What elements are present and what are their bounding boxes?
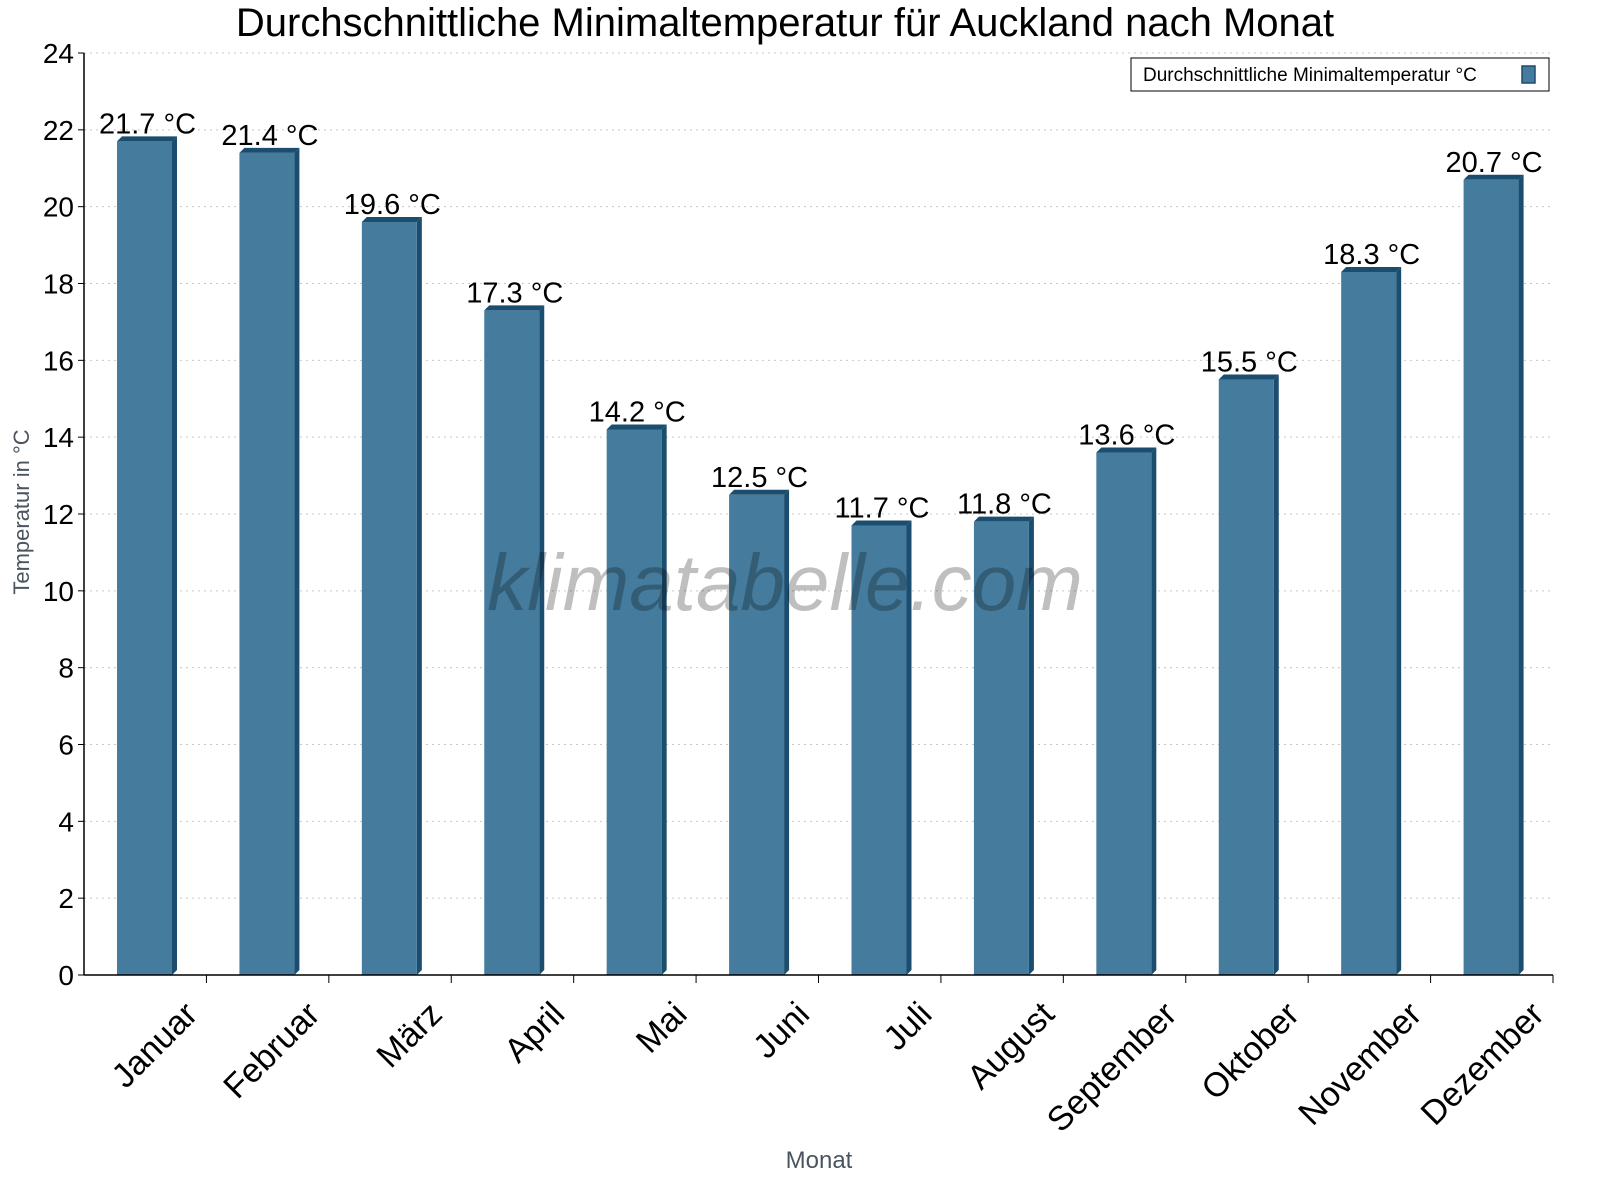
bar [606, 429, 662, 975]
bar-side [1273, 374, 1279, 976]
bar [1341, 271, 1397, 976]
bar-juli [851, 520, 912, 975]
x-tick-label: Januar [105, 995, 205, 1095]
y-tick-label: 20 [43, 192, 74, 223]
watermark: klimatabelle.com [487, 538, 1083, 627]
bar-februar [239, 147, 300, 976]
bar-top [117, 136, 177, 142]
bar-side [1396, 266, 1402, 976]
bar-juni [729, 489, 790, 975]
bars [117, 136, 1524, 976]
x-tick-label: Juni [746, 995, 817, 1066]
bar-top [973, 516, 1034, 522]
x-tick-label: März [369, 995, 449, 1075]
bar-top [729, 489, 790, 495]
bar-top [1096, 447, 1157, 453]
data-label: 13.6 °C [1078, 420, 1175, 452]
bar [1218, 379, 1274, 976]
data-labels: 21.7 °C 21.4 °C 19.6 °C 17.3 °C 14.2 °C 12.5 … [99, 108, 1543, 524]
y-tick-label: 18 [43, 269, 74, 300]
bar-side [661, 424, 667, 975]
grid-lines [84, 52, 1553, 899]
data-label: 17.3 °C [466, 277, 563, 309]
bar-side [1518, 174, 1524, 975]
y-tick-label: 12 [43, 499, 74, 530]
bar-september [1096, 447, 1157, 975]
y-tick-label: 8 [58, 653, 74, 684]
chart-title: Durchschnittliche Minimaltemperatur für … [236, 1, 1334, 45]
bar-april [484, 305, 545, 975]
y-tick-label: 6 [58, 730, 74, 761]
x-tick-label: Mai [629, 995, 695, 1061]
bar-side [1151, 447, 1157, 975]
bar-top [1463, 174, 1524, 180]
bar-märz [361, 217, 422, 976]
bar-top [1341, 266, 1402, 272]
data-label: 15.5 °C [1201, 347, 1298, 379]
bar-side [539, 305, 545, 975]
y-tick-label: 22 [43, 115, 74, 146]
x-axis-label: Monat [786, 1147, 853, 1174]
bar-top [361, 217, 422, 223]
legend: Durchschnittliche Minimaltemperatur °C [1130, 57, 1550, 92]
bar-januar [117, 136, 177, 975]
data-label: 21.7 °C [99, 108, 196, 140]
y-tick-label: 0 [58, 960, 74, 991]
x-tick-label: April [497, 995, 572, 1070]
bar-top [606, 424, 667, 430]
bar-side [784, 489, 790, 975]
bar-side [1028, 516, 1034, 975]
bar [361, 222, 417, 976]
x-tick-label: August [960, 995, 1062, 1097]
y-tick-label: 4 [58, 806, 74, 837]
x-tick-label: Oktober [1194, 995, 1306, 1107]
bar-august [973, 516, 1034, 975]
y-tick-label: 10 [43, 576, 74, 607]
data-label: 12.5 °C [711, 462, 808, 494]
legend-swatch [1521, 65, 1536, 84]
bar-side [416, 217, 422, 976]
bar [973, 521, 1029, 975]
x-tick-label: September [1040, 995, 1184, 1139]
bar [239, 152, 295, 976]
data-label: 20.7 °C [1446, 147, 1543, 179]
data-label: 19.6 °C [344, 189, 441, 221]
bar-top [484, 305, 545, 311]
x-tick-label: Februar [216, 995, 327, 1106]
bar [729, 494, 785, 975]
bar-side [172, 136, 177, 975]
bar-mai [606, 424, 667, 975]
bar-top [1218, 374, 1279, 380]
data-label: 11.7 °C [835, 493, 930, 525]
legend-box [1130, 57, 1550, 92]
y-tick-label: 2 [58, 883, 74, 914]
y-tick-label: 14 [43, 422, 74, 453]
x-tick-label: Dezember [1414, 995, 1552, 1133]
bar [851, 525, 907, 975]
x-tick-label: November [1291, 995, 1429, 1133]
bar [1463, 179, 1519, 975]
y-axis-label: Temperatur in °C [9, 429, 34, 594]
bar [117, 141, 172, 975]
bar-november [1341, 266, 1402, 976]
data-label: 18.3 °C [1323, 239, 1420, 271]
x-tick-label: Juli [876, 995, 939, 1058]
y-tick-label: 24 [43, 38, 74, 69]
bar-top [851, 520, 912, 526]
bar [484, 310, 540, 975]
bar [1096, 452, 1152, 975]
bar-side [906, 520, 912, 975]
y-tick-label: 16 [43, 345, 74, 376]
legend-label: Durchschnittliche Minimaltemperatur °C [1143, 65, 1477, 86]
data-label: 21.4 °C [221, 120, 318, 152]
data-label: 11.8 °C [957, 489, 1052, 521]
bar-top [239, 147, 300, 153]
bar-oktober [1218, 374, 1279, 976]
data-label: 14.2 °C [589, 396, 686, 428]
bar-dezember [1463, 174, 1524, 975]
bar-side [294, 147, 300, 976]
